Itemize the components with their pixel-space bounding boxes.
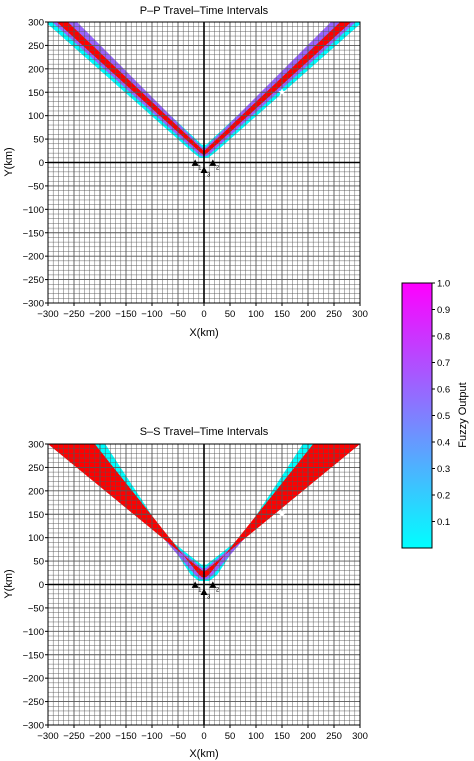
ss-x-tick-label: −200 [89, 731, 110, 742]
ss-station-3 [200, 588, 208, 595]
colorbar-tick-label: 0.5 [437, 411, 450, 422]
pp-event-star [278, 88, 286, 96]
pp-title: P–P Travel–Time Intervals [140, 5, 269, 17]
ss-y-tick-label: 300 [28, 440, 44, 451]
ss-x-tick-label: −50 [170, 731, 186, 742]
ss-x-tick-label: −150 [115, 731, 136, 742]
ss-y-tick-label: 150 [28, 510, 44, 521]
pp-plot-area: 1 23 [48, 22, 360, 303]
pp-y-tick-label: 0 [39, 158, 44, 169]
colorbar-ticks: 1.0 0.9 0.8 0.7 0.6 0.5 0.4 0.3 0.2 0.1 [432, 279, 450, 528]
pp-y-tick-label: −150 [23, 228, 44, 239]
ss-y-tick-label: 0 [39, 580, 44, 591]
ss-y-tick-label: −100 [23, 627, 44, 638]
ss-y-tick-label: −150 [23, 650, 44, 661]
colorbar-tick-label: 1.0 [437, 279, 450, 290]
colorbar-tick-label: 0.7 [437, 358, 450, 369]
colorbar-label: Fuzzy Output [457, 382, 469, 447]
pp-x-tick-label: 100 [248, 309, 264, 320]
ss-station-label-2: 2 [216, 587, 220, 593]
ss-panel: S–S Travel–Time Intervals 1 23 −300 −250 −2… [3, 426, 368, 760]
colorbar-tick-label: 0.4 [437, 438, 450, 449]
colorbar: 1.0 0.9 0.8 0.7 0.6 0.5 0.4 0.3 0.2 0.1 Fuzzy Out… [401, 279, 469, 549]
pp-x-tick-label: 150 [274, 309, 290, 320]
pp-y-tick-label: −250 [23, 275, 44, 286]
pp-x-tick-label: −300 [37, 309, 58, 320]
ss-x-tick-label: 50 [225, 731, 236, 742]
ss-station-label-1: 1 [198, 587, 202, 593]
ss-y-tick-label: −300 [23, 721, 44, 732]
pp-station-1 [191, 159, 199, 166]
pp-x-axis-label: X(km) [189, 327, 218, 339]
ss-station-2 [209, 581, 217, 588]
pp-y-tick-label: 300 [28, 18, 44, 29]
colorbar-tick-label: 0.3 [437, 464, 450, 475]
ss-y-tick-label: −50 [28, 603, 44, 614]
ss-title: S–S Travel–Time Intervals [140, 426, 269, 438]
ss-x-tick-label: −300 [37, 731, 58, 742]
pp-y-tick-label: −300 [23, 299, 44, 310]
pp-x-tick-label: 300 [352, 309, 368, 320]
pp-y-tick-label: −100 [23, 205, 44, 216]
pp-x-tick-label: −200 [89, 309, 110, 320]
ss-x-tick-label: 200 [300, 731, 316, 742]
ss-axes: −300 −250 −200 −150 −100 −50 0 50 100 150 200 250 30… [23, 440, 368, 743]
colorbar-tick-label: 0.6 [437, 385, 450, 396]
ss-y-tick-label: −250 [23, 697, 44, 708]
pp-axes: −300 −250 −200 −150 −100 −50 0 50 100 150 200 250 30… [23, 18, 368, 321]
pp-x-tick-label: −150 [115, 309, 136, 320]
ss-y-tick-label: 100 [28, 533, 44, 544]
ss-x-tick-label: −100 [141, 731, 162, 742]
pp-station-label-2: 2 [216, 165, 220, 171]
ss-y-tick-label: −200 [23, 674, 44, 685]
pp-y-tick-label: 50 [33, 135, 44, 146]
pp-x-tick-label: 50 [225, 309, 236, 320]
ss-x-tick-label: 250 [326, 731, 342, 742]
pp-y-tick-label: 150 [28, 88, 44, 99]
ss-station-1 [191, 581, 199, 588]
pp-y-tick-label: 200 [28, 64, 44, 75]
pp-y-tick-label: −50 [28, 181, 44, 192]
pp-y-tick-label: 250 [28, 41, 44, 52]
pp-panel: P–P Travel–Time Intervals 1 23 −300 −250 −2… [3, 5, 368, 339]
colorbar-tick-label: 0.1 [437, 517, 450, 528]
ss-y-tick-label: 50 [33, 557, 44, 568]
pp-y-tick-label: −200 [23, 252, 44, 263]
ss-y-tick-label: 250 [28, 463, 44, 474]
pp-x-tick-label: −100 [141, 309, 162, 320]
pp-x-tick-label: 0 [201, 309, 206, 320]
pp-y-tick-label: 100 [28, 111, 44, 122]
ss-x-tick-label: 150 [274, 731, 290, 742]
ss-plot-area: 1 23 [48, 444, 360, 725]
pp-band-0.5 [52, 22, 356, 157]
ss-x-tick-label: 100 [248, 731, 264, 742]
ss-x-axis-label: X(km) [189, 748, 218, 760]
colorbar-gradient [401, 282, 433, 549]
pp-station-3 [200, 166, 208, 173]
pp-station-label-3: 3 [207, 172, 211, 178]
pp-station-2 [209, 159, 217, 166]
colorbar-tick-label: 0.9 [437, 305, 450, 316]
pp-x-tick-label: 200 [300, 309, 316, 320]
ss-x-tick-label: 300 [352, 731, 368, 742]
colorbar-tick-label: 0.2 [437, 491, 450, 502]
ss-x-tick-label: −250 [63, 731, 84, 742]
colorbar-tick-label: 0.8 [437, 332, 450, 343]
pp-y-axis-label: Y(km) [3, 147, 15, 176]
pp-station-label-1: 1 [198, 165, 202, 171]
pp-x-tick-label: −250 [63, 309, 84, 320]
ss-x-tick-label: 0 [201, 731, 206, 742]
ss-event-star [278, 510, 286, 518]
ss-y-axis-label: Y(km) [3, 569, 15, 598]
ss-y-tick-label: 200 [28, 486, 44, 497]
ss-station-label-3: 3 [207, 594, 211, 600]
pp-x-tick-label: 250 [326, 309, 342, 320]
pp-x-tick-label: −50 [170, 309, 186, 320]
